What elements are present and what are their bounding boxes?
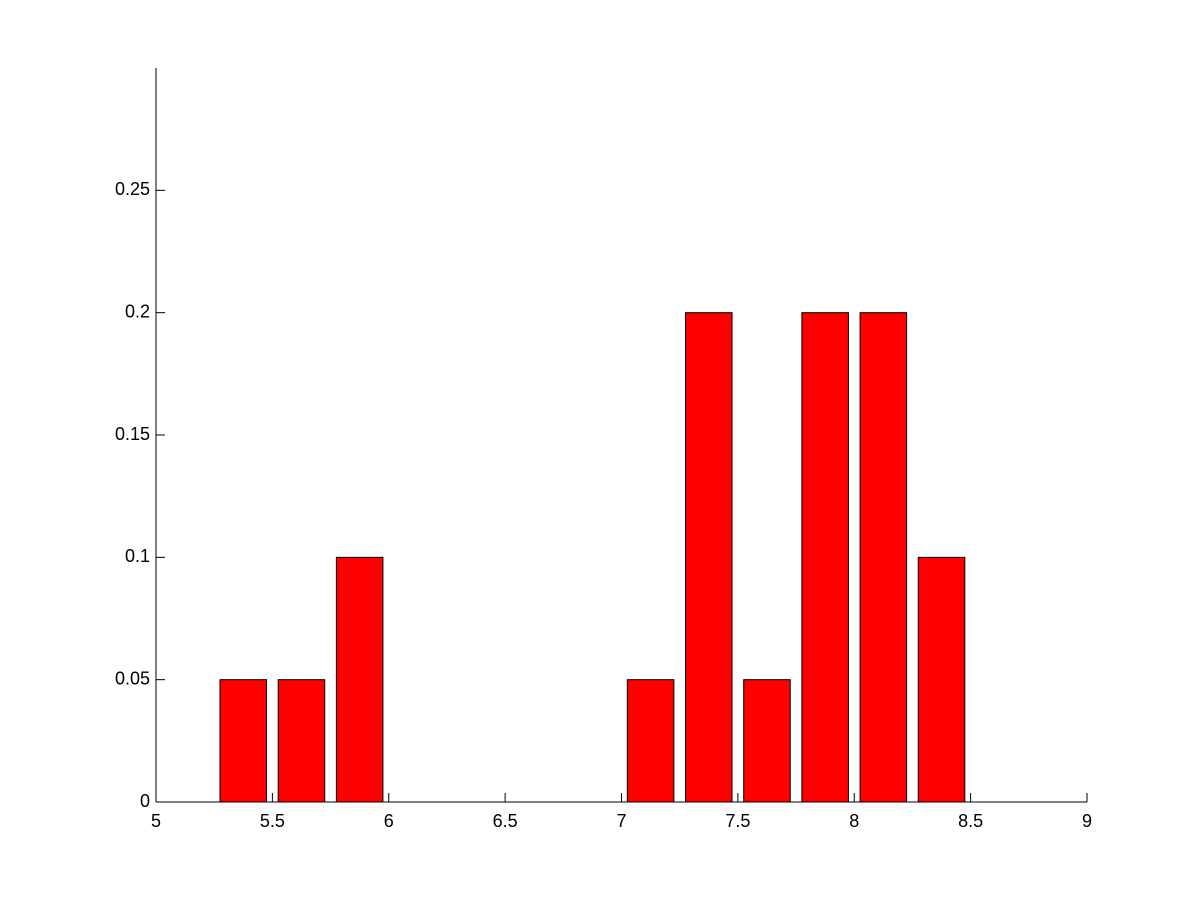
bar bbox=[859, 312, 908, 803]
bar bbox=[277, 679, 326, 803]
bar bbox=[626, 679, 675, 803]
y-tick-label: 0.15 bbox=[115, 424, 150, 444]
x-tick-label: 6.5 bbox=[493, 811, 518, 831]
x-tick-label: 5 bbox=[151, 811, 161, 831]
bar bbox=[917, 556, 966, 803]
x-tick-label: 8 bbox=[849, 811, 859, 831]
y-tick-label: 0.1 bbox=[125, 546, 150, 566]
x-tick-label: 8.5 bbox=[958, 811, 983, 831]
y-tick-label: 0.2 bbox=[125, 301, 150, 321]
y-tick-label: 0.25 bbox=[115, 179, 150, 199]
y-tick-label: 0 bbox=[140, 791, 150, 811]
x-tick-label: 7 bbox=[616, 811, 626, 831]
x-tick-label: 6 bbox=[384, 811, 394, 831]
bar bbox=[219, 679, 268, 803]
y-tick-label: 0.05 bbox=[115, 668, 150, 688]
bar bbox=[335, 556, 384, 803]
x-tick-label: 9 bbox=[1082, 811, 1092, 831]
x-tick-label: 7.5 bbox=[725, 811, 750, 831]
bar bbox=[685, 312, 733, 803]
bar bbox=[743, 679, 791, 803]
x-tick-label: 5.5 bbox=[260, 811, 285, 831]
bar bbox=[801, 312, 849, 803]
